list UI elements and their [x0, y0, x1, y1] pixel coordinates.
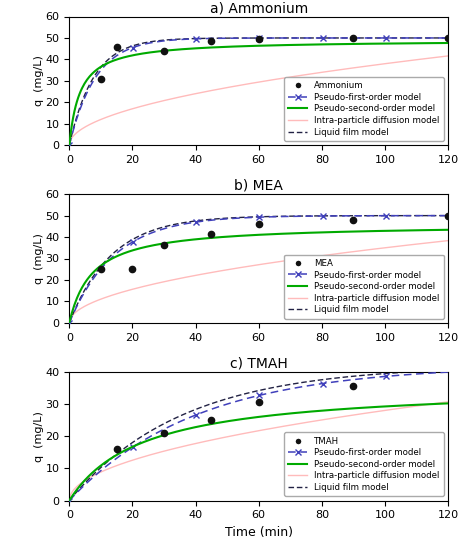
- Title: c) TMAH: c) TMAH: [230, 356, 287, 371]
- Y-axis label: q  (mg/L): q (mg/L): [34, 411, 44, 461]
- Legend: MEA, Pseudo-first-order model, Pseudo-second-order model, Intra-particle diffusi: MEA, Pseudo-first-order model, Pseudo-se…: [284, 255, 444, 318]
- Legend: Ammonium, Pseudo-first-order model, Pseudo-second-order model, Intra-particle di: Ammonium, Pseudo-first-order model, Pseu…: [284, 77, 444, 141]
- Legend: TMAH, Pseudo-first-order model, Pseudo-second-order model, Intra-particle diffus: TMAH, Pseudo-first-order model, Pseudo-s…: [284, 432, 444, 496]
- Title: b) MEA: b) MEA: [234, 179, 283, 193]
- Title: a) Ammonium: a) Ammonium: [210, 1, 308, 15]
- Y-axis label: q  (mg/L): q (mg/L): [34, 233, 44, 284]
- X-axis label: Time (min): Time (min): [225, 526, 293, 539]
- Y-axis label: q  (mg/L): q (mg/L): [34, 56, 44, 106]
